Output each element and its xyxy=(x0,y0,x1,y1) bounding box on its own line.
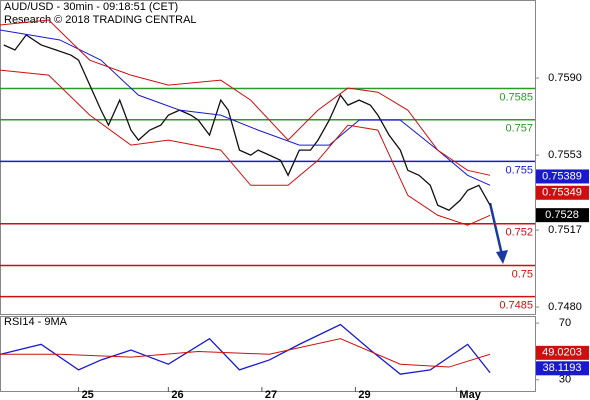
series-line xyxy=(3,34,491,212)
value-marker xyxy=(536,208,589,223)
value-marker xyxy=(536,361,589,376)
series-line xyxy=(0,69,491,226)
value-marker xyxy=(536,185,589,200)
y-tick-label: 0.7480 xyxy=(548,301,582,313)
value-marker-label: 0.75349 xyxy=(542,187,582,199)
x-tick-label: May xyxy=(459,389,481,400)
arrow-head xyxy=(496,250,508,264)
series-line xyxy=(0,323,491,375)
level-label: 0.75 xyxy=(512,268,533,280)
value-marker-label: 38.1193 xyxy=(543,362,582,374)
level-label: 0.752 xyxy=(505,227,533,239)
y-tick-label: 0.7517 xyxy=(548,224,582,236)
y-tick-label: 0.7590 xyxy=(548,72,582,84)
value-marker xyxy=(536,345,589,360)
x-tick-label: 27 xyxy=(265,389,277,400)
price-frame xyxy=(0,0,536,315)
x-tick-label: 26 xyxy=(171,389,183,400)
level-label: 0.757 xyxy=(505,123,533,135)
level-label: 0.7485 xyxy=(499,300,533,312)
arrow xyxy=(488,202,504,256)
value-marker-label: 49.0203 xyxy=(542,347,582,359)
level-label: 0.7585 xyxy=(499,91,533,103)
chart-title: AUD/USD - 30min - 09:18:51 (CET) xyxy=(4,1,178,13)
value-marker-label: 0.7528 xyxy=(545,209,579,221)
y-tick-label: 70 xyxy=(559,317,571,329)
level-label: 0.755 xyxy=(505,164,533,176)
x-tick-label: 29 xyxy=(358,389,370,400)
y-tick-label: 30 xyxy=(559,374,571,386)
value-marker xyxy=(536,169,589,184)
series-line xyxy=(0,19,491,176)
x-tick-label: 25 xyxy=(82,389,94,400)
y-tick-label: 0.7553 xyxy=(548,149,582,161)
rsi-title: RSI14 - 9MA xyxy=(4,316,68,328)
series-line xyxy=(0,338,491,368)
chart-subtitle: Research © 2018 TRADING CENTRAL xyxy=(4,14,197,26)
value-marker-label: 0.75389 xyxy=(542,170,582,182)
